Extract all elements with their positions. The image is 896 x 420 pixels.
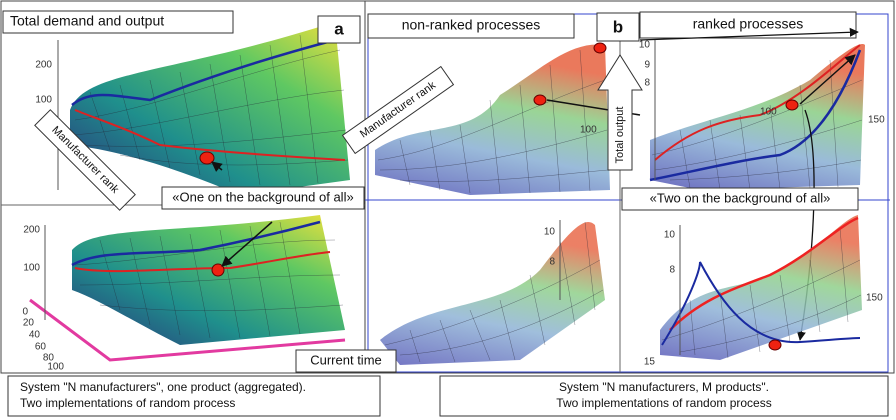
caption: «One on the background of all»	[172, 189, 353, 204]
footer-text: Two implementations of random process	[20, 396, 235, 410]
caption: «Two on the background of all»	[650, 190, 831, 205]
tick-label: 100	[760, 107, 777, 118]
tick-label: 200	[23, 225, 40, 236]
surface-plot	[380, 220, 605, 365]
tick-label: 10	[639, 40, 651, 51]
tick-label: 150	[866, 293, 883, 304]
panel-label: a	[334, 19, 344, 38]
tick-label: 8	[549, 257, 555, 268]
tick-label: 8	[644, 78, 650, 89]
tick-label: 8	[669, 265, 675, 276]
footer-text: System "N manufacturers, M products".	[559, 380, 769, 394]
tick-label: 10	[664, 230, 676, 241]
tick-label: 100	[23, 263, 40, 274]
footer-text: Two implementations of random process	[556, 396, 771, 410]
tick-label: 0	[22, 307, 28, 318]
footer-text: System "N manufacturers", one product (a…	[20, 380, 306, 394]
axis-label: Total output	[614, 107, 626, 164]
tick-label: 100	[35, 95, 52, 106]
panel-label: b	[613, 17, 623, 36]
tick-label: 20	[23, 318, 35, 329]
tick-label: 100	[47, 362, 64, 373]
caption: Total demand and output	[10, 13, 164, 29]
tick-label: 40	[29, 330, 41, 341]
tick-label: 100	[580, 125, 597, 136]
tick-label: 9	[644, 60, 650, 71]
caption: ranked processes	[693, 16, 804, 32]
tick-label: 60	[35, 342, 47, 353]
tick-label: 10	[544, 227, 556, 238]
surface-plot	[660, 215, 862, 360]
surface-plot	[30, 215, 345, 360]
tick-label: 15	[644, 357, 656, 368]
figure: 200 100 200 100 0 20 40 60 80 100 100 10…	[0, 0, 896, 420]
tick-label: 200	[35, 60, 52, 71]
surface-plot	[375, 43, 640, 195]
axis-label: Manufacturer rank	[358, 79, 438, 140]
caption: non-ranked processes	[402, 17, 541, 33]
caption: Current time	[310, 352, 382, 367]
tick-label: 150	[868, 115, 885, 126]
